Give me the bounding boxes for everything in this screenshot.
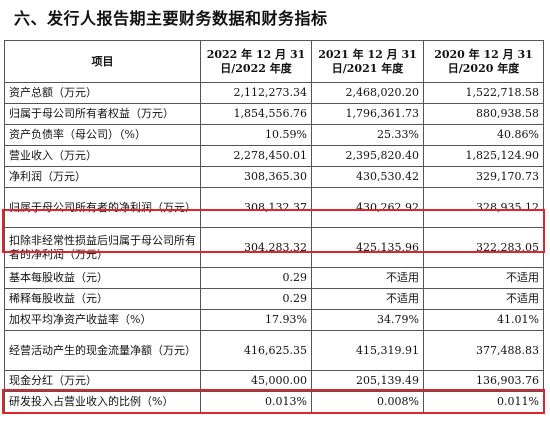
cell-2020: 1,825,124.90: [423, 145, 544, 167]
cell-2022: 2,278,450.01: [200, 145, 312, 167]
cell-2022: 0.29: [200, 288, 312, 310]
cell-2022: 10.59%: [200, 124, 312, 146]
cell-2021: 不适用: [311, 267, 424, 289]
cell-2020: 不适用: [423, 267, 544, 289]
cell-2020: 328,935.12: [423, 187, 544, 228]
header-2022: 2022 年 12 月 31 日/2022 年度: [200, 40, 312, 83]
table-row: 扣除非经常性损益后归属于母公司所有者的净利润（万元） 304,283.32 42…: [4, 227, 544, 268]
table-row: 加权平均净资产收益率（%） 17.93% 34.79% 41.01%: [4, 309, 544, 331]
cell-2021: 1,796,361.73: [311, 103, 424, 125]
cell-2021: 2,395,820.40: [311, 145, 424, 167]
row-label: 研发投入占营业收入的比例（%）: [4, 391, 201, 413]
table-row: 净利润（万元） 308,365.30 430,530.42 329,170.73: [4, 166, 544, 188]
cell-2022: 416,625.35: [200, 330, 312, 371]
cell-2020: 1,522,718.58: [423, 82, 544, 104]
cell-2020: 880,938.58: [423, 103, 544, 125]
cell-2022: 0.29: [200, 267, 312, 289]
row-label: 资产负债率（母公司）（%）: [4, 124, 201, 146]
row-label: 归属于母公司所有者权益（万元）: [4, 103, 201, 125]
table-row: 资产负债率（母公司）（%） 10.59% 25.33% 40.86%: [4, 124, 544, 146]
cell-2020: 41.01%: [423, 309, 544, 331]
row-label: 加权平均净资产收益率（%）: [4, 309, 201, 331]
row-label: 扣除非经常性损益后归属于母公司所有者的净利润（万元）: [4, 227, 201, 268]
cell-2020: 不适用: [423, 288, 544, 310]
cell-2020: 40.86%: [423, 124, 544, 146]
cell-2021: 2,468,020.20: [311, 82, 424, 104]
row-label: 经营活动产生的现金流量净额（万元）: [4, 330, 201, 371]
table-row: 资产总额（万元） 2,112,273.34 2,468,020.20 1,522…: [4, 82, 544, 104]
header-2020: 2020 年 12 月 31 日/2020 年度: [423, 40, 544, 83]
cell-2020: 329,170.73: [423, 166, 544, 188]
row-label: 现金分红（万元）: [4, 370, 201, 392]
row-label: 基本每股收益（元）: [4, 267, 201, 289]
row-label: 稀释每股收益（元）: [4, 288, 201, 310]
cell-2020: 322,283.05: [423, 227, 544, 268]
cell-2022: 0.013%: [200, 391, 312, 413]
cell-2021: 34.79%: [311, 309, 424, 331]
row-label: 归属于母公司所有者的净利润（万元）: [4, 187, 201, 228]
table-row: 营业收入（万元） 2,278,450.01 2,395,820.40 1,825…: [4, 145, 544, 167]
header-2021: 2021 年 12 月 31 日/2021 年度: [311, 40, 424, 83]
table-row-highlighted: 归属于母公司所有者的净利润（万元） 308,132.37 430,262.92 …: [4, 187, 544, 228]
cell-2021: 425,135.96: [311, 227, 424, 268]
table-row: 基本每股收益（元） 0.29 不适用 不适用: [4, 267, 544, 289]
cell-2020: 377,488.83: [423, 330, 544, 371]
row-label: 资产总额（万元）: [4, 82, 201, 104]
header-item: 项目: [4, 40, 201, 83]
financial-data-table: 项目 2022 年 12 月 31 日/2022 年度 2021 年 12 月 …: [4, 40, 544, 413]
table-row: 稀释每股收益（元） 0.29 不适用 不适用: [4, 288, 544, 310]
cell-2021: 430,530.42: [311, 166, 424, 188]
section-title: 六、发行人报告期主要财务数据和财务指标: [14, 9, 328, 28]
row-label: 营业收入（万元）: [4, 145, 201, 167]
table-header-row: 项目 2022 年 12 月 31 日/2022 年度 2021 年 12 月 …: [4, 40, 544, 83]
cell-2022: 17.93%: [200, 309, 312, 331]
cell-2020: 0.011%: [423, 391, 544, 413]
cell-2021: 0.008%: [311, 391, 424, 413]
cell-2021: 415,319.91: [311, 330, 424, 371]
cell-2020: 136,903.76: [423, 370, 544, 392]
cell-2022: 45,000.00: [200, 370, 312, 392]
table-row-highlighted: 现金分红（万元） 45,000.00 205,139.49 136,903.76: [4, 370, 544, 392]
cell-2022: 308,132.37: [200, 187, 312, 228]
cell-2021: 不适用: [311, 288, 424, 310]
table-row: 研发投入占营业收入的比例（%） 0.013% 0.008% 0.011%: [4, 391, 544, 413]
cell-2021: 205,139.49: [311, 370, 424, 392]
table-row: 归属于母公司所有者权益（万元） 1,854,556.76 1,796,361.7…: [4, 103, 544, 125]
cell-2021: 25.33%: [311, 124, 424, 146]
cell-2022: 304,283.32: [200, 227, 312, 268]
cell-2021: 430,262.92: [311, 187, 424, 228]
cell-2022: 308,365.30: [200, 166, 312, 188]
cell-2022: 2,112,273.34: [200, 82, 312, 104]
cell-2022: 1,854,556.76: [200, 103, 312, 125]
row-label: 净利润（万元）: [4, 166, 201, 188]
table-row: 经营活动产生的现金流量净额（万元） 416,625.35 415,319.91 …: [4, 330, 544, 371]
